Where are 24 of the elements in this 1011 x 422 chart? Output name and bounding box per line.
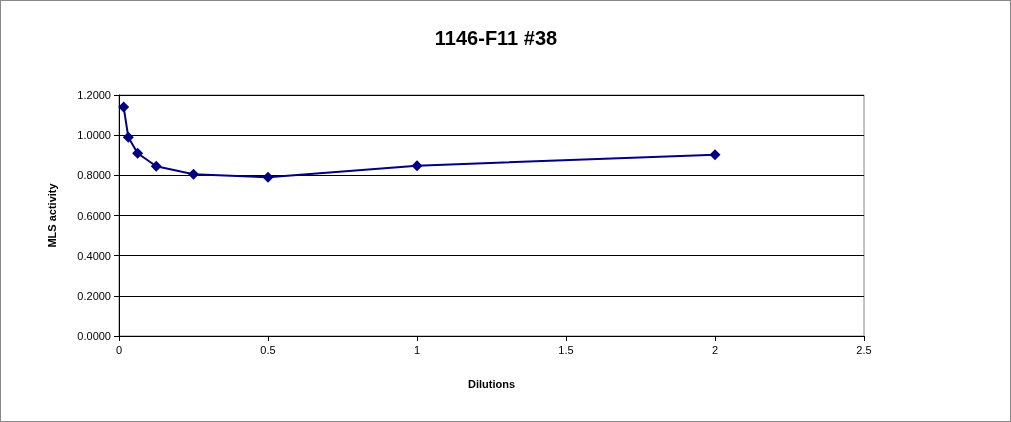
x-tick-label: 0.5 — [260, 343, 276, 356]
x-tick-label: 2.5 — [856, 343, 872, 356]
y-tick-label: 0.4000 — [77, 249, 111, 262]
x-tick-label: 1.5 — [558, 343, 574, 356]
point — [188, 168, 199, 180]
y-tick-label: 1.0000 — [77, 129, 111, 142]
x-tick-label: 0 — [115, 343, 123, 356]
y-tick-label: 0.2000 — [77, 289, 111, 302]
point — [122, 131, 134, 143]
point — [150, 160, 162, 172]
y-tick-label: 0.0000 — [77, 330, 111, 342]
y-axis-title: MLS activity — [45, 182, 58, 248]
chart-title: 1146-F11 #38 — [434, 27, 558, 49]
x-axis-title: Dilutions — [467, 377, 516, 390]
point — [262, 171, 274, 183]
y-tick-label: 0.6000 — [77, 209, 111, 222]
point — [709, 149, 721, 161]
y-tick-label: 0.8000 — [77, 169, 111, 182]
point — [411, 160, 423, 172]
x-tick-label: 2 — [711, 343, 719, 356]
point — [132, 147, 144, 159]
point — [118, 101, 130, 113]
y-tick-label: 1.2000 — [77, 89, 111, 101]
x-tick-label: 1 — [413, 343, 421, 356]
